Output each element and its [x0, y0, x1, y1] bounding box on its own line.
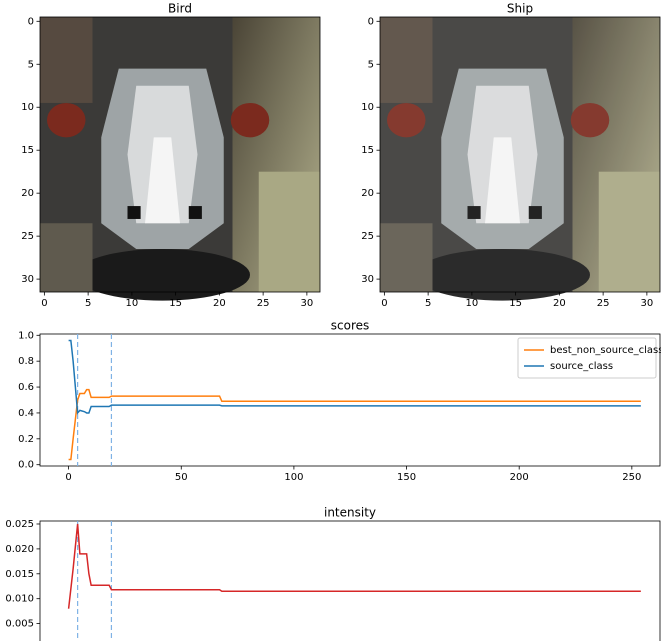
y-tick-label: 25 — [21, 231, 34, 242]
y-tick-label: 0.020 — [5, 544, 34, 555]
y-tick-label: 0.2 — [18, 434, 34, 445]
x-tick-label: 20 — [213, 298, 226, 309]
x-tick-label: 15 — [169, 298, 182, 309]
legend-label: source_class — [550, 361, 613, 372]
y-tick-label: 0 — [368, 16, 374, 27]
y-tick-label: 15 — [361, 145, 374, 156]
x-tick-label: 100 — [284, 472, 303, 483]
y-tick-label: 0.015 — [5, 569, 34, 580]
chart-title: scores — [331, 319, 370, 333]
x-tick-label: 20 — [553, 298, 566, 309]
line-series — [68, 388, 641, 461]
y-tick-label: 5 — [368, 59, 374, 70]
x-tick-label: 250 — [622, 472, 641, 483]
image-bird — [40, 17, 320, 301]
y-tick-label: 10 — [21, 102, 34, 113]
x-tick-label: 30 — [301, 298, 314, 309]
y-tick-label: 5 — [28, 59, 34, 70]
y-tick-label: 0.010 — [5, 594, 34, 605]
x-tick-label: 5 — [85, 298, 91, 309]
image-ship — [380, 17, 660, 301]
legend-label: best_non_source_class — [550, 345, 661, 356]
axes-frame — [39, 16, 321, 293]
y-tick-label: 0.025 — [5, 519, 34, 530]
x-tick-label: 0 — [65, 472, 71, 483]
x-tick-label: 10 — [126, 298, 139, 309]
y-tick-label: 20 — [361, 188, 374, 199]
axes-frame — [39, 520, 661, 641]
x-tick-label: 200 — [510, 472, 529, 483]
y-tick-label: 0.8 — [18, 356, 34, 367]
y-tick-label: 0.0 — [18, 460, 34, 471]
y-tick-label: 15 — [21, 145, 34, 156]
y-tick-label: 20 — [21, 188, 34, 199]
y-tick-label: 30 — [21, 274, 34, 285]
legend-box — [517, 337, 657, 379]
x-tick-label: 15 — [509, 298, 522, 309]
line-series — [68, 339, 641, 415]
x-tick-label: 0 — [381, 298, 387, 309]
x-tick-label: 25 — [597, 298, 610, 309]
x-tick-label: 5 — [425, 298, 431, 309]
y-tick-label: 0.6 — [18, 382, 34, 393]
y-tick-label: 25 — [361, 231, 374, 242]
axes-frame — [39, 333, 661, 467]
x-tick-label: 0 — [41, 298, 47, 309]
y-tick-label: 1.0 — [18, 330, 34, 341]
x-tick-label: 10 — [466, 298, 479, 309]
x-tick-label: 25 — [257, 298, 270, 309]
y-tick-label: 0.4 — [18, 408, 34, 419]
y-tick-label: 0 — [28, 16, 34, 27]
y-tick-label: 10 — [361, 102, 374, 113]
chart-title: intensity — [324, 506, 376, 520]
chart-title: Bird — [168, 2, 192, 16]
chart-title: Ship — [507, 2, 533, 16]
x-tick-label: 30 — [641, 298, 654, 309]
line-series — [67, 523, 641, 609]
x-tick-label: 150 — [397, 472, 416, 483]
axes-frame — [379, 16, 661, 293]
y-tick-label: 0.005 — [5, 619, 34, 630]
x-tick-label: 50 — [175, 472, 188, 483]
y-tick-label: 30 — [361, 274, 374, 285]
